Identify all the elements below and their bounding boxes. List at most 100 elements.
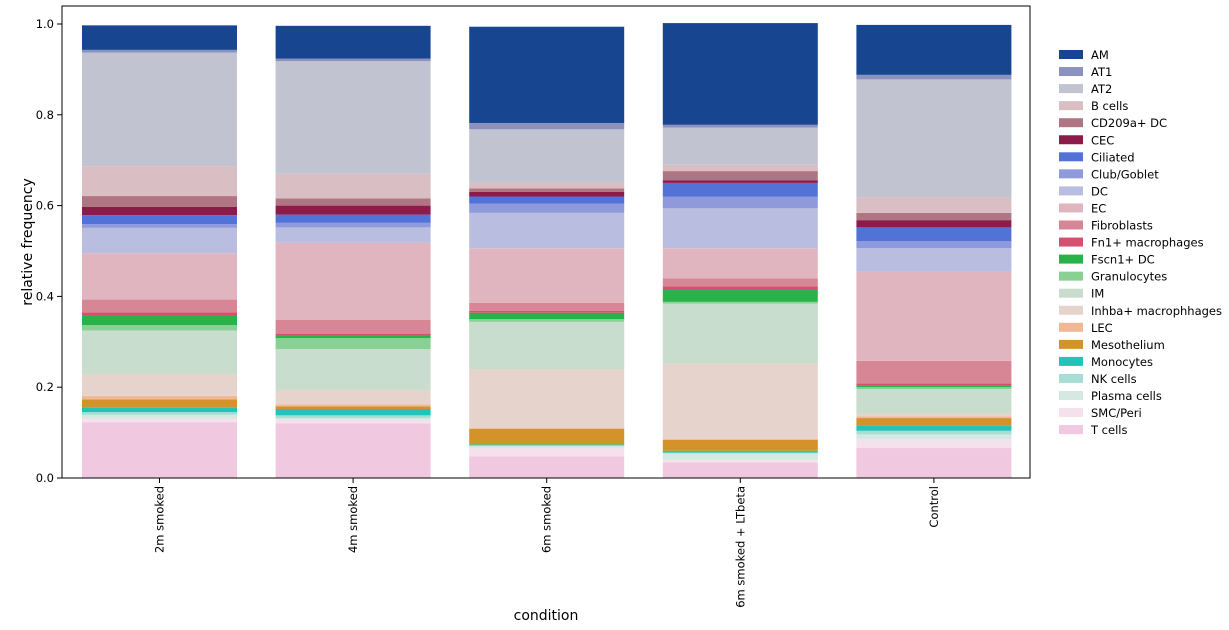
bar-segment-lec-3 (469, 428, 625, 429)
bar-segment-granulocytes-4 (662, 301, 818, 304)
legend-swatch (1059, 391, 1083, 400)
bar-segment-fn1-macrophages-2 (275, 333, 431, 336)
bar-segment-ec-3 (469, 248, 625, 303)
bar-segment-ec-4 (662, 248, 818, 279)
legend-label: T cells (1090, 423, 1127, 437)
bar-segment-smc-peri-2 (275, 419, 431, 424)
bar-segment-ciliated-3 (469, 196, 625, 204)
bar-segment-nk-cells-3 (469, 445, 625, 447)
bar-segment-mesothelium-1 (82, 399, 237, 408)
bar-segment-smc-peri-5 (856, 438, 1012, 449)
legend-label: Mesothelium (1091, 338, 1165, 352)
legend-swatch (1059, 135, 1083, 145)
bar-segment-lec-1 (82, 395, 237, 400)
bar-segment-fibroblasts-2 (275, 320, 431, 334)
bar-segment-club-goblet-3 (469, 203, 625, 213)
bar-segment-plasma-cells-1 (82, 414, 237, 419)
legend-label: Fscn1+ DC (1091, 253, 1155, 267)
bar-segment-im-1 (82, 330, 237, 375)
legend-label: DC (1091, 184, 1108, 198)
bar-segment-at2-3 (469, 129, 625, 183)
bar-segment-fibroblasts-1 (82, 299, 237, 313)
bar-segment-ciliated-2 (275, 214, 431, 223)
bar-segment-im-3 (469, 321, 625, 370)
y-axis-label: relative frequency (20, 178, 36, 305)
legend-label: CD209a+ DC (1091, 116, 1167, 130)
bar-segment-am-4 (662, 23, 818, 125)
bar-segment-lec-5 (856, 416, 1012, 419)
bar-segment-fscn1-dc-4 (662, 290, 818, 302)
legend-swatch (1059, 203, 1083, 213)
legend-swatch (1059, 186, 1083, 196)
bar-segment-im-4 (662, 303, 818, 364)
y-tick-label: 0.0 (36, 471, 54, 485)
bars-layer (82, 23, 1012, 478)
y-tick-label: 0.4 (36, 289, 54, 303)
legend-label: AM (1091, 48, 1109, 62)
bar-segment-inhba-macrophhages-1 (82, 374, 237, 396)
bar-segment-inhba-macrophhages-2 (275, 389, 431, 405)
legend-swatch (1059, 152, 1083, 162)
bar-segment-mesothelium-4 (662, 439, 818, 451)
bar-segment-at1-1 (82, 49, 237, 53)
bar-segment-fscn1-dc-2 (275, 335, 431, 339)
bar-segment-b-cells-2 (275, 173, 431, 199)
bar-segment-cec-4 (662, 180, 818, 183)
bar-segment-club-goblet-1 (82, 224, 237, 228)
plot-frame (61, 5, 1031, 479)
bar-segment-ec-2 (275, 242, 431, 321)
bar-segment-fn1-macrophages-5 (856, 383, 1012, 386)
x-tick-label: Control (927, 486, 941, 528)
x-tick-label: 6m smoked (540, 486, 554, 553)
bar-segment-at1-3 (469, 122, 625, 130)
legend-swatch (1059, 425, 1083, 435)
bar-segment-ciliated-1 (82, 215, 237, 225)
bar-segment-nk-cells-1 (82, 412, 237, 415)
bar-segment-ec-1 (82, 253, 237, 300)
bar-segment-t-cells-1 (82, 422, 237, 478)
bar-segment-fibroblasts-4 (662, 278, 818, 287)
bar-segment-lec-2 (275, 404, 431, 407)
bar-segment-cec-2 (275, 205, 431, 215)
legend-label: Granulocytes (1091, 270, 1167, 284)
bar-segment-club-goblet-2 (275, 222, 431, 228)
bar-segment-cec-5 (856, 220, 1012, 228)
bar-segment-dc-2 (275, 227, 431, 243)
bar-segment-club-goblet-5 (856, 241, 1012, 249)
bar-segment-t-cells-4 (662, 462, 818, 478)
y-tick-label: 0.8 (36, 108, 54, 122)
legend-swatch (1059, 237, 1083, 247)
bar-segment-fscn1-dc-5 (856, 385, 1012, 388)
bar-segment-fscn1-dc-1 (82, 315, 237, 325)
bar-segment-mesothelium-3 (469, 428, 625, 445)
bar-segment-inhba-macrophhages-4 (662, 363, 818, 439)
bar-segment-lec-4 (662, 438, 818, 440)
legend-swatch (1059, 305, 1083, 315)
bar-segment-am-3 (469, 26, 625, 123)
bar-segment-at2-2 (275, 61, 431, 174)
bar-segment-b-cells-4 (662, 164, 818, 172)
bar-segment-fibroblasts-3 (469, 302, 625, 311)
legend-label: Plasma cells (1091, 389, 1162, 403)
legend: AM AT1 AT2 B cells CD209a+ DC CEC Ciliated Club… (1059, 48, 1222, 437)
bar-segment-smc-peri-1 (82, 418, 237, 423)
legend-swatch (1059, 373, 1083, 383)
bar-segment-plasma-cells-5 (856, 434, 1012, 439)
bar-segment-cd209a-dc-3 (469, 188, 625, 192)
bar-segment-dc-5 (856, 248, 1012, 272)
bar-segment-b-cells-3 (469, 182, 625, 189)
bar-segment-at2-4 (662, 127, 818, 165)
bar-segment-dc-1 (82, 227, 237, 254)
bar-segment-im-2 (275, 349, 431, 390)
bar-segment-at1-5 (856, 74, 1012, 80)
legend-label: LEC (1091, 321, 1113, 335)
legend-swatch (1059, 408, 1083, 418)
bar-segment-smc-peri-4 (662, 459, 818, 463)
legend-swatch (1059, 322, 1083, 332)
x-tick-label: 2m smoked (153, 486, 167, 553)
bar-segment-ec-5 (856, 271, 1012, 361)
bar-segment-cd209a-dc-4 (662, 171, 818, 181)
legend-swatch (1059, 101, 1083, 111)
bar-segment-plasma-cells-2 (275, 418, 431, 420)
